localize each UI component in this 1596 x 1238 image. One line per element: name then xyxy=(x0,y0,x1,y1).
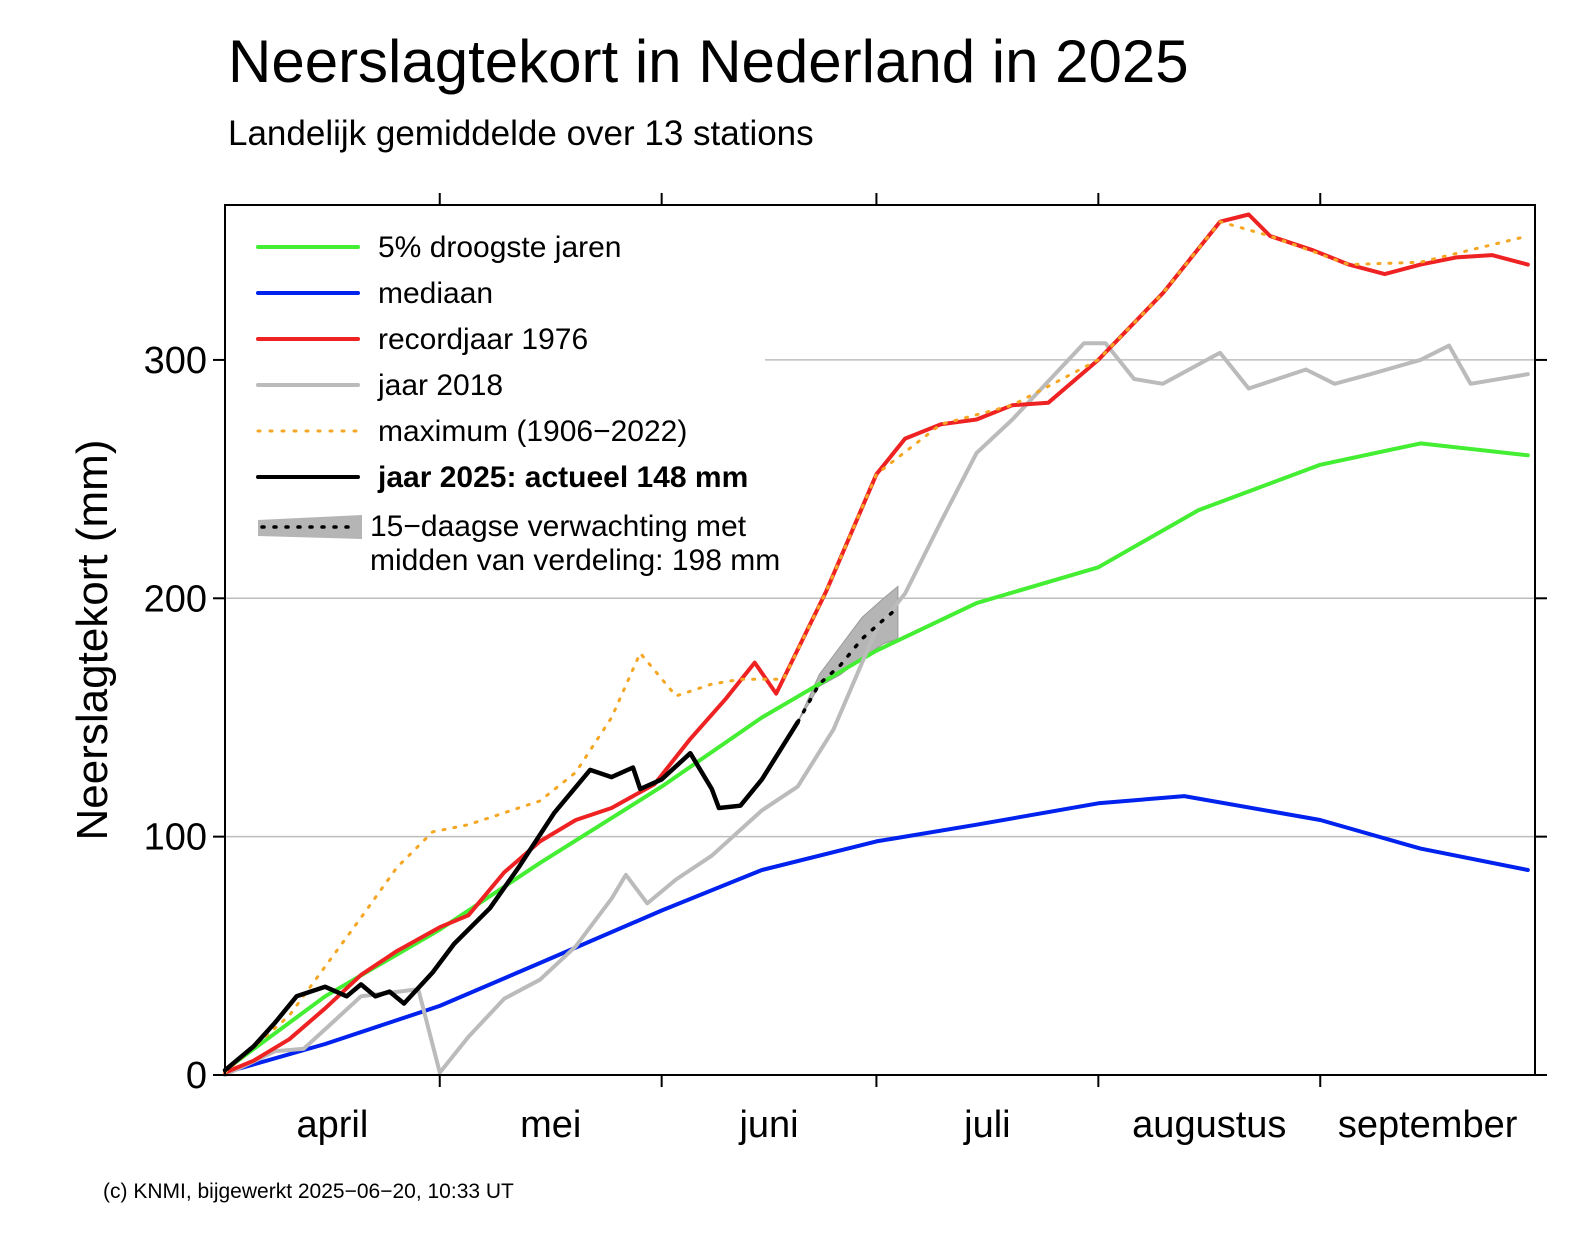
month-label-mei: mei xyxy=(520,1104,581,1146)
legend-label-3: jaar 2018 xyxy=(377,369,503,402)
y-axis: 0 100 200 300 xyxy=(144,340,1547,1097)
legend-label-2: recordjaar 1976 xyxy=(378,323,588,356)
month-label-april: april xyxy=(296,1104,368,1146)
plot-frame xyxy=(224,204,1536,1076)
series-lines xyxy=(222,212,1530,1077)
y-tick-label-100: 100 xyxy=(144,817,207,859)
month-label-september: september xyxy=(1338,1104,1518,1146)
series-line-1 xyxy=(223,794,1530,1075)
month-label-juni: juni xyxy=(738,1104,798,1146)
grid xyxy=(225,359,1535,838)
forecast-median-line xyxy=(795,606,900,724)
y-tick-label-200: 200 xyxy=(144,578,207,620)
month-label-juli: juli xyxy=(963,1104,1010,1146)
chart-title: Neerslagtekort in Nederland in 2025 xyxy=(228,28,1189,95)
credit-text: (c) KNMI, bijgewerkt 2025−06−20, 10:33 U… xyxy=(103,1180,514,1203)
month-label-augustus: augustus xyxy=(1132,1104,1286,1146)
legend-label-1: mediaan xyxy=(378,277,493,310)
y-axis-label: Neerslagtekort (mm) xyxy=(68,440,117,841)
x-axis: april mei juni juli augustus september xyxy=(296,193,1518,1146)
legend-label-4: maximum (1906−2022) xyxy=(378,415,687,448)
y-tick-label-300: 300 xyxy=(144,340,207,382)
legend-label-0: 5% droogste jaren xyxy=(378,231,622,264)
legend-label-forecast-line2: midden van verdeling: 198 mm xyxy=(370,544,780,577)
series-line-3 xyxy=(223,341,1530,1077)
y-tick-label-0: 0 xyxy=(186,1055,207,1097)
legend: 5% droogste jaren mediaan recordjaar 1976 j… xyxy=(256,231,780,577)
legend-label-forecast: 15−daagse verwachting met xyxy=(370,510,747,543)
series-line-2 xyxy=(223,212,1530,1075)
series-line-0 xyxy=(223,441,1530,1073)
chart-subtitle: Landelijk gemiddelde over 13 stations xyxy=(228,114,814,153)
series-line-5 xyxy=(222,719,800,1073)
legend-label-5: jaar 2025: actueel 148 mm xyxy=(377,461,748,494)
